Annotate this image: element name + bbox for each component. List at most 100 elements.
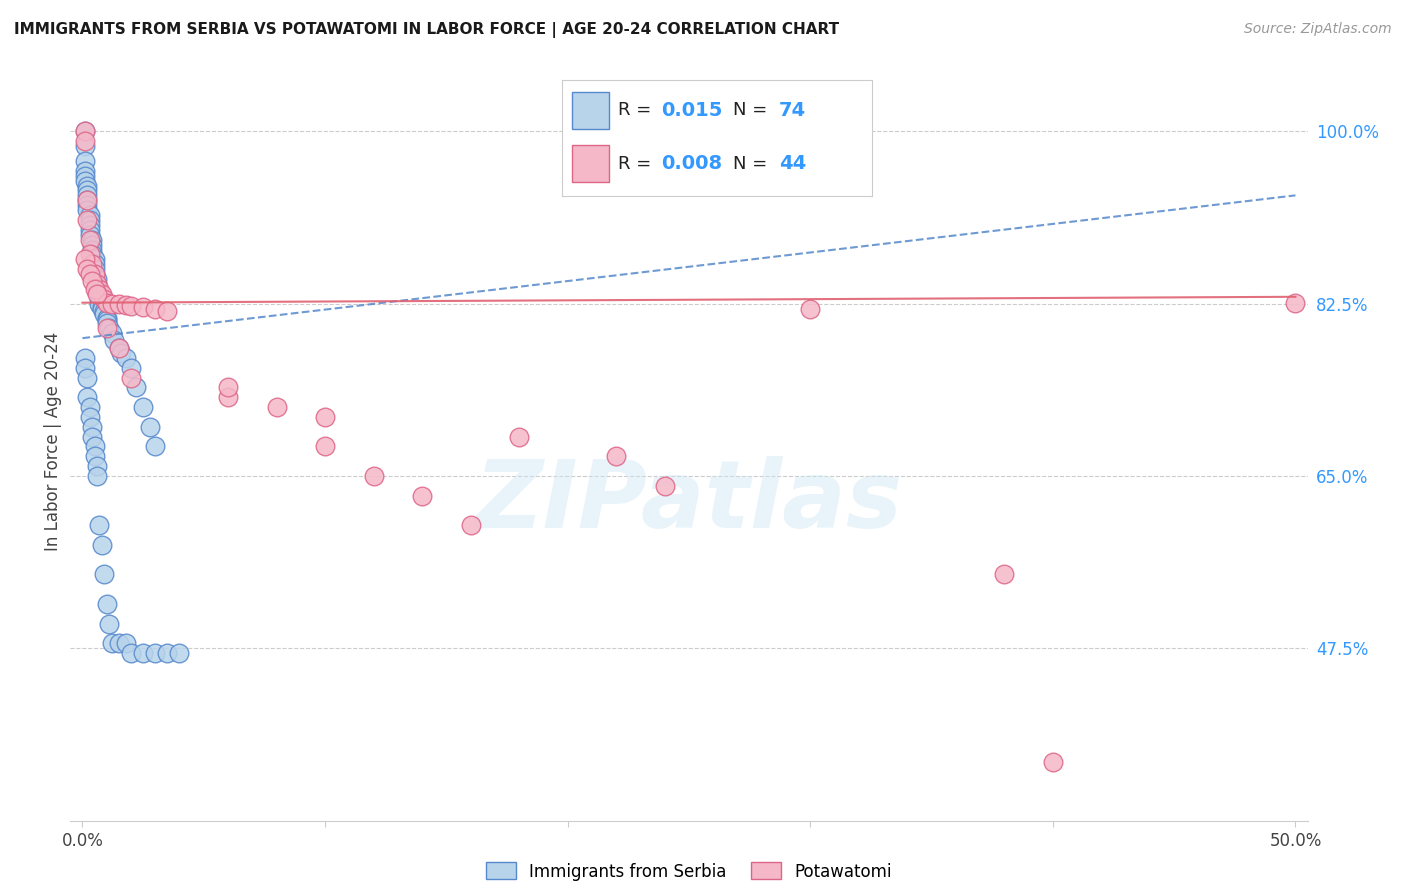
Point: [86, 282, 108, 296]
Point: [83, 257, 105, 271]
Point: [73, 360, 96, 375]
Point: [90, 286, 112, 301]
Point: [86, 286, 108, 301]
Point: [73, 252, 96, 267]
Point: [120, 299, 142, 313]
Text: 0.015: 0.015: [661, 101, 723, 120]
Point: [79, 213, 101, 227]
Point: [460, 518, 482, 533]
Point: [76, 213, 98, 227]
Text: ZIPatlas: ZIPatlas: [475, 456, 903, 549]
Point: [79, 223, 101, 237]
Point: [76, 370, 98, 384]
Point: [93, 303, 115, 318]
Point: [132, 646, 155, 660]
Point: [86, 469, 108, 483]
Point: [79, 208, 101, 222]
Point: [73, 134, 96, 148]
Point: [132, 300, 155, 314]
Point: [103, 333, 125, 347]
Point: [799, 301, 821, 316]
Point: [93, 292, 115, 306]
Point: [139, 419, 162, 434]
Point: [156, 303, 179, 318]
Point: [993, 567, 1015, 582]
Point: [156, 646, 179, 660]
Point: [98, 321, 121, 335]
Point: [79, 233, 101, 247]
Point: [90, 301, 112, 316]
Point: [1284, 295, 1306, 310]
Point: [132, 400, 155, 414]
Point: [108, 636, 131, 650]
Point: [169, 646, 191, 660]
Point: [143, 440, 166, 454]
Point: [314, 440, 336, 454]
Point: [108, 296, 131, 310]
Point: [82, 274, 104, 288]
Point: [89, 286, 111, 301]
Point: [90, 538, 112, 552]
Point: [83, 252, 105, 267]
Point: [79, 227, 101, 242]
Point: [76, 184, 98, 198]
Point: [115, 298, 138, 312]
Point: [266, 400, 288, 414]
Point: [100, 296, 122, 310]
Point: [605, 450, 627, 464]
Text: 0.008: 0.008: [661, 154, 723, 173]
Point: [83, 440, 105, 454]
Point: [76, 188, 98, 202]
Point: [83, 282, 105, 296]
Point: [96, 597, 118, 611]
Point: [100, 326, 122, 341]
Point: [115, 351, 138, 365]
Bar: [572, 145, 609, 182]
Point: [89, 292, 111, 306]
Text: 74: 74: [779, 101, 806, 120]
Point: [83, 267, 105, 281]
Point: [508, 429, 530, 443]
Legend: Immigrants from Serbia, Potawatomi: Immigrants from Serbia, Potawatomi: [485, 863, 893, 880]
Point: [654, 479, 676, 493]
Point: [86, 272, 108, 286]
Point: [82, 243, 104, 257]
Point: [83, 450, 105, 464]
Point: [76, 198, 98, 212]
Point: [143, 301, 166, 316]
Point: [96, 317, 118, 331]
Text: N =: N =: [733, 155, 772, 173]
Point: [217, 380, 239, 394]
Point: [82, 233, 104, 247]
Point: [73, 124, 96, 138]
Point: [125, 380, 148, 394]
Point: [73, 169, 96, 183]
Point: [86, 277, 108, 291]
Point: [93, 306, 115, 320]
Point: [1042, 755, 1064, 769]
Point: [100, 636, 122, 650]
Point: [120, 360, 142, 375]
Point: [86, 459, 108, 474]
Point: [82, 419, 104, 434]
Bar: [572, 92, 609, 129]
Point: [76, 203, 98, 218]
Text: R =: R =: [619, 102, 657, 120]
Point: [73, 124, 96, 138]
Point: [83, 262, 105, 277]
Point: [73, 139, 96, 153]
Text: Source: ZipAtlas.com: Source: ZipAtlas.com: [1244, 22, 1392, 37]
Text: IMMIGRANTS FROM SERBIA VS POTAWATOMI IN LABOR FORCE | AGE 20-24 CORRELATION CHAR: IMMIGRANTS FROM SERBIA VS POTAWATOMI IN …: [14, 22, 839, 38]
Point: [89, 518, 111, 533]
Point: [89, 296, 111, 310]
Text: R =: R =: [619, 155, 657, 173]
Point: [73, 351, 96, 365]
Point: [314, 409, 336, 424]
Point: [363, 469, 385, 483]
Point: [90, 300, 112, 314]
Point: [411, 489, 433, 503]
Point: [79, 247, 101, 261]
Point: [110, 346, 132, 360]
Point: [82, 429, 104, 443]
Point: [76, 194, 98, 208]
